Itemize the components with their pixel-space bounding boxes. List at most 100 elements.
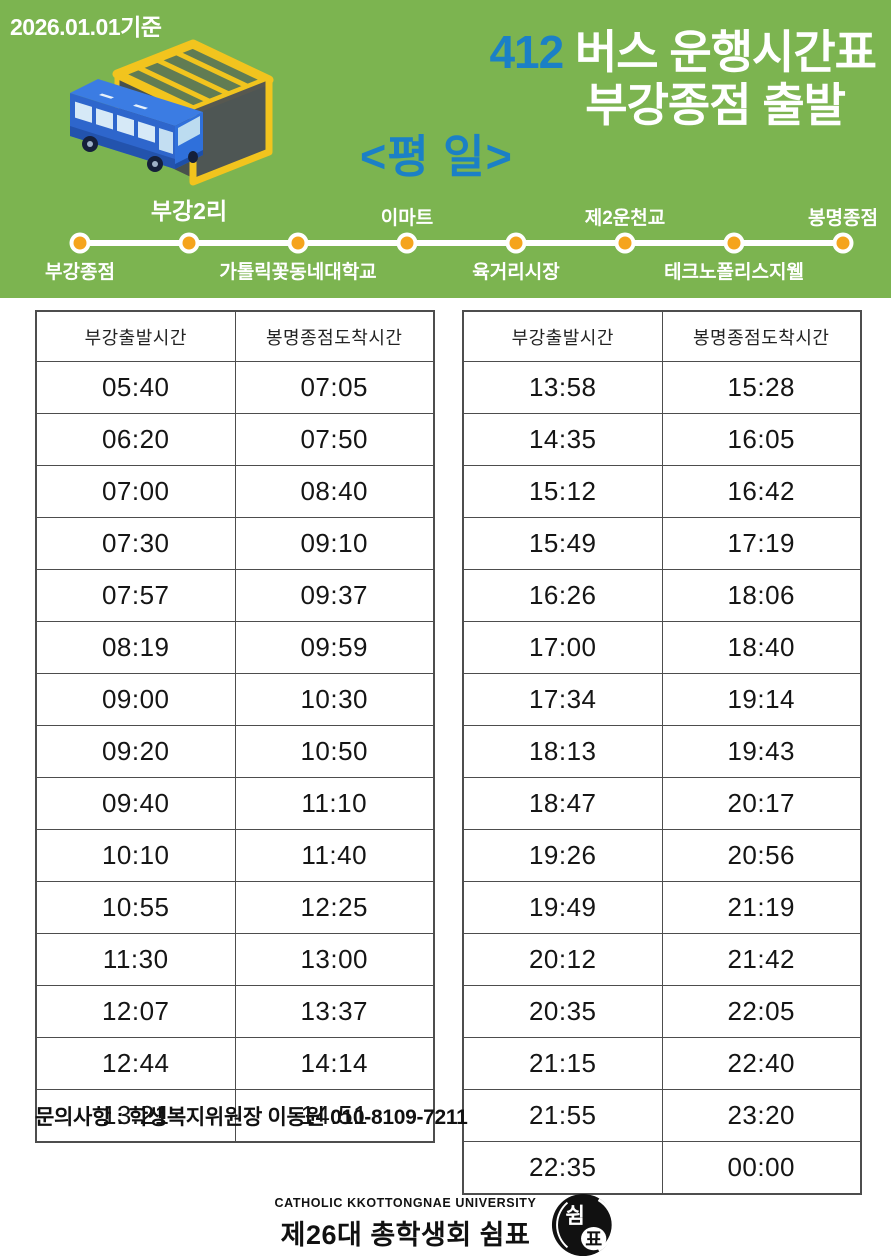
column-header: 봉명종점도착시간 (234, 310, 435, 362)
footer-text: CATHOLIC KKOTTONGNAE UNIVERSITY 제26대 총학생… (275, 1190, 537, 1252)
time-cell: 23:20 (661, 1089, 862, 1142)
time-cell: 14:14 (234, 1037, 435, 1090)
timetable-row: 12:44 14:14 (35, 1037, 435, 1090)
time-cell: 11:30 (35, 933, 236, 986)
route-stop-dot (723, 232, 745, 254)
route-stop-label: 부강2리 (150, 198, 228, 224)
time-cell: 07:05 (234, 361, 435, 414)
time-cell: 17:00 (462, 621, 663, 674)
time-cell: 09:10 (234, 517, 435, 570)
timetable-row: 17:34 19:14 (462, 673, 862, 726)
logo-text-bottom: 표 (586, 1228, 603, 1249)
time-cell: 12:07 (35, 985, 236, 1038)
column-header: 부강출발시간 (35, 310, 236, 362)
time-cell: 07:50 (234, 413, 435, 466)
logo-text-top: 쉼 (566, 1204, 586, 1228)
timetable-row: 06:20 07:50 (35, 413, 435, 466)
time-cell: 19:49 (462, 881, 663, 934)
timetable-row: 15:49 17:19 (462, 517, 862, 570)
time-cell: 17:34 (462, 673, 663, 726)
time-cell: 17:19 (661, 517, 862, 570)
time-cell: 07:30 (35, 517, 236, 570)
time-cell: 19:14 (661, 673, 862, 726)
time-cell: 15:12 (462, 465, 663, 518)
column-header: 봉명종점도착시간 (661, 310, 862, 362)
time-cell: 21:42 (661, 933, 862, 986)
time-cell: 09:20 (35, 725, 236, 778)
time-cell: 00:00 (661, 1141, 862, 1195)
time-cell: 20:17 (661, 777, 862, 830)
route-stop-label: 이마트 (380, 208, 434, 229)
timetable-row: 12:07 13:37 (35, 985, 435, 1038)
day-type-label: <평 일> (360, 131, 513, 182)
header: 2026.01.01기준 (0, 0, 891, 298)
timetable-row: 19:49 21:19 (462, 881, 862, 934)
timetable-row: 16:26 18:06 (462, 569, 862, 622)
time-cell: 13:37 (234, 985, 435, 1038)
timetable-row: 21:55 23:20 (462, 1089, 862, 1142)
route-number: 412 (489, 26, 564, 78)
time-cell: 11:40 (234, 829, 435, 882)
route-line (80, 240, 843, 246)
timetable-row: 13:21 14:51 (35, 1089, 435, 1143)
route-stop-label: 부강종점 (45, 262, 115, 283)
time-cell: 16:05 (661, 413, 862, 466)
timetable-row: 11:30 13:00 (35, 933, 435, 986)
timetable-row: 07:57 09:37 (35, 569, 435, 622)
timetable-table: 부강출발시간 봉명종점도착시간 05:40 07:05 06:20 07:50 07:00 0… (35, 310, 435, 1143)
time-cell: 19:26 (462, 829, 663, 882)
timetable-row: 10:55 12:25 (35, 881, 435, 934)
time-cell: 21:55 (462, 1089, 663, 1142)
route-stop-dot (287, 232, 309, 254)
timetable-table: 부강출발시간 봉명종점도착시간 13:58 15:28 14:35 16:05 15:12 1… (462, 310, 862, 1195)
time-cell: 20:35 (462, 985, 663, 1038)
time-cell: 18:40 (661, 621, 862, 674)
route-stop-dot (69, 232, 91, 254)
timetable-row: 21:15 22:40 (462, 1037, 862, 1090)
timetable-row: 08:19 09:59 (35, 621, 435, 674)
route-stop-label: 봉명종점 (808, 208, 878, 229)
time-cell: 16:42 (661, 465, 862, 518)
time-cell: 13:21 (35, 1089, 236, 1143)
timetable-row: 13:58 15:28 (462, 361, 862, 414)
time-cell: 08:40 (234, 465, 435, 518)
timetable-row: 07:00 08:40 (35, 465, 435, 518)
time-cell: 22:35 (462, 1141, 663, 1195)
timetable-row: 05:40 07:05 (35, 361, 435, 414)
route-stop-dot (614, 232, 636, 254)
date-label: 2026.01.01기준 (10, 14, 162, 40)
timetable-row: 09:40 11:10 (35, 777, 435, 830)
bus-shelter-illustration (70, 39, 274, 186)
time-cell: 09:40 (35, 777, 236, 830)
time-cell: 12:44 (35, 1037, 236, 1090)
timetable-row: 19:26 20:56 (462, 829, 862, 882)
route-stop-label: 육거리시장 (472, 262, 560, 283)
time-cell: 22:05 (661, 985, 862, 1038)
time-cell: 15:49 (462, 517, 663, 570)
route-stop-dot (505, 232, 527, 254)
time-cell: 16:26 (462, 569, 663, 622)
time-cell: 09:59 (234, 621, 435, 674)
time-cell: 14:35 (462, 413, 663, 466)
time-cell: 18:47 (462, 777, 663, 830)
time-cell: 05:40 (35, 361, 236, 414)
timetable-row: 09:20 10:50 (35, 725, 435, 778)
time-cell: 18:13 (462, 725, 663, 778)
time-cell: 07:00 (35, 465, 236, 518)
time-cell: 06:20 (35, 413, 236, 466)
time-cell: 20:56 (661, 829, 862, 882)
timetable-row: 17:00 18:40 (462, 621, 862, 674)
time-cell: 15:28 (661, 361, 862, 414)
timetable-row: 10:10 11:40 (35, 829, 435, 882)
time-cell: 14:51 (234, 1089, 435, 1143)
route-stop-dot (178, 232, 200, 254)
time-cell: 11:10 (234, 777, 435, 830)
student-council-name: 제26대 총학생회 쉼표 (280, 1220, 531, 1250)
timetable-row: 18:47 20:17 (462, 777, 862, 830)
time-cell: 12:25 (234, 881, 435, 934)
route-stop-label: 테크노폴리스지웰 (664, 262, 804, 283)
timetable-row: 20:35 22:05 (462, 985, 862, 1038)
timetable-row: 18:13 19:43 (462, 725, 862, 778)
route-stop-label: 가톨릭꽃동네대학교 (219, 262, 377, 283)
